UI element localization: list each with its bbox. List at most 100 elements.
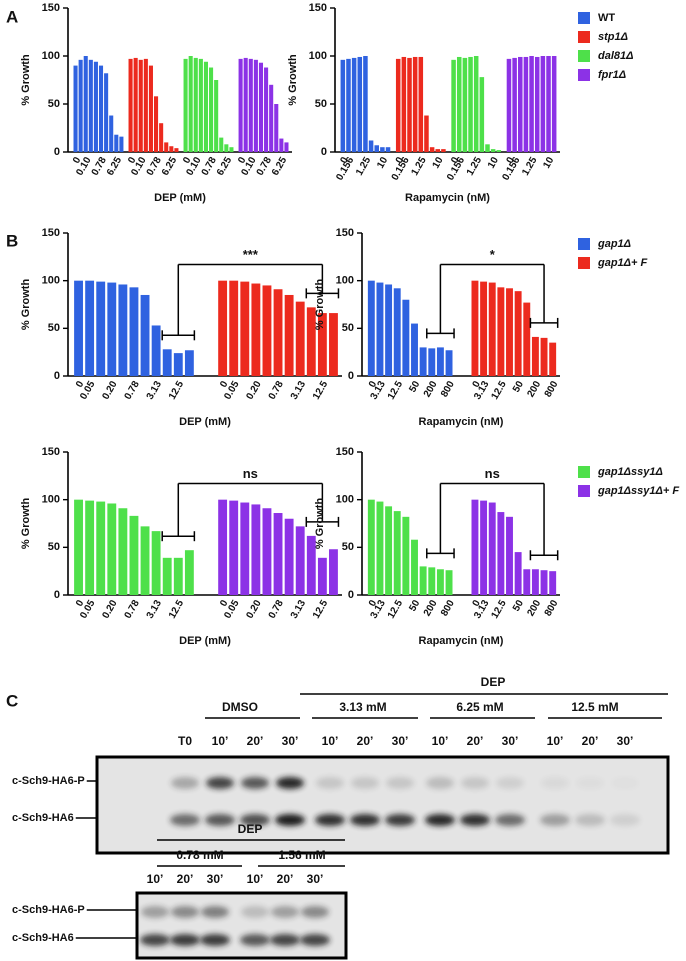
bar: [429, 147, 435, 152]
bar: [295, 301, 305, 376]
panel-label: B: [6, 231, 18, 250]
bar: [436, 347, 444, 376]
band: [276, 777, 304, 789]
bar: [284, 142, 289, 152]
bar: [402, 299, 410, 376]
bar: [485, 144, 490, 152]
bar: [85, 500, 95, 595]
x-tick-label: 0.78: [267, 598, 286, 621]
band: [610, 814, 640, 826]
bar: [531, 569, 539, 595]
x-tick-label: 0: [367, 598, 380, 609]
bar: [471, 280, 479, 376]
x-tick-label: 12.5: [167, 598, 186, 621]
band: [496, 777, 524, 789]
annotation: ns: [243, 466, 258, 481]
legend-label: stp1Δ: [598, 31, 628, 43]
x-tick-label: 0.78: [123, 379, 142, 402]
x-axis-label: DEP (mM): [154, 192, 206, 204]
blot-frame: [135, 891, 348, 960]
bar: [129, 287, 139, 376]
lane-label: 30’: [502, 734, 519, 748]
bar: [480, 281, 488, 376]
y-tick-label: 100: [336, 275, 354, 287]
lane-label: 30’: [392, 734, 409, 748]
bar: [209, 67, 214, 152]
bar: [540, 570, 548, 595]
x-tick-label: 0: [218, 598, 231, 609]
y-tick-label: 150: [336, 227, 354, 239]
bar: [468, 56, 473, 152]
bar: [138, 59, 143, 153]
bar: [340, 59, 346, 153]
bar: [169, 146, 174, 152]
x-tick-label: 50: [407, 379, 422, 395]
bar: [451, 59, 456, 153]
x-tick-label: 6.25: [270, 155, 289, 178]
x-tick-label: 200: [525, 598, 543, 618]
bar: [83, 56, 88, 152]
blot-group: 6.25 mM: [456, 700, 503, 714]
x-tick-label: 12.5: [386, 598, 405, 621]
bar: [436, 569, 444, 595]
bar: [148, 65, 153, 152]
bar: [395, 58, 401, 152]
lane-label: 20’: [277, 872, 294, 886]
x-tick-label: 0: [218, 379, 231, 390]
bar: [74, 280, 83, 376]
lane-label: 30’: [207, 872, 224, 886]
x-tick-label: 12.5: [311, 379, 330, 402]
bar: [480, 500, 488, 595]
bar: [258, 62, 264, 152]
x-tick-label: 0.20: [244, 598, 263, 621]
bar: [357, 56, 363, 152]
bar: [506, 58, 512, 152]
bar: [488, 502, 496, 595]
legend-label: dal81Δ: [598, 50, 634, 62]
bar: [523, 302, 531, 376]
bar: [140, 526, 150, 595]
lane-label: 10’: [547, 734, 564, 748]
y-tick-label: 150: [42, 446, 60, 458]
x-tick-label: 0: [181, 155, 194, 166]
bar: [119, 136, 124, 152]
blot-group: 1.56 mM: [278, 848, 325, 862]
lane-label: T0: [178, 734, 192, 748]
x-tick-label: 1.25: [354, 155, 373, 178]
lane-label: 30’: [307, 872, 324, 886]
legend-label: WT: [598, 12, 615, 24]
x-tick-label: 0: [126, 155, 139, 166]
bar: [317, 557, 327, 595]
band: [301, 906, 329, 918]
x-tick-label: 1.25: [465, 155, 484, 178]
band: [495, 814, 525, 826]
band: [241, 777, 269, 789]
lane-label: 10’: [322, 734, 339, 748]
x-tick-label: 0.78: [90, 155, 109, 178]
bar: [151, 325, 161, 376]
bar: [385, 147, 391, 152]
x-tick-label: 0: [74, 379, 87, 390]
bar: [368, 140, 374, 152]
bar: [224, 144, 229, 152]
panel-label: A: [6, 7, 18, 26]
band: [461, 777, 489, 789]
bar: [306, 307, 316, 376]
band: [206, 777, 234, 789]
legend-label: gap1Δ+ F: [597, 257, 648, 269]
x-tick-label: 800: [439, 598, 457, 618]
bar: [174, 148, 179, 152]
band: [350, 814, 380, 826]
bar: [346, 58, 351, 152]
bar: [162, 557, 172, 595]
bar: [424, 115, 429, 152]
bar: [188, 56, 193, 152]
bar: [229, 280, 239, 376]
band: [460, 814, 490, 826]
x-tick-label: 0: [505, 155, 518, 166]
x-tick-label: 0.78: [145, 155, 164, 178]
bar: [419, 566, 427, 595]
y-tick-label: 50: [48, 322, 60, 334]
bar: [251, 283, 261, 376]
